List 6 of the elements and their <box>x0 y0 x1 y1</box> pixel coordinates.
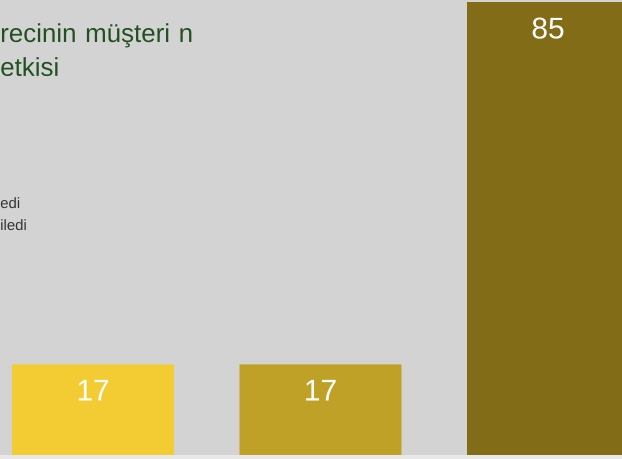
data-label: 85 <box>532 18 564 39</box>
text: recinin müşteri n etkisi <box>1 23 192 76</box>
data-label: 17 <box>78 380 108 400</box>
annotation: edi <box>0 197 20 208</box>
annotation: iledi <box>1 219 26 230</box>
data-label: 17 <box>306 380 336 400</box>
